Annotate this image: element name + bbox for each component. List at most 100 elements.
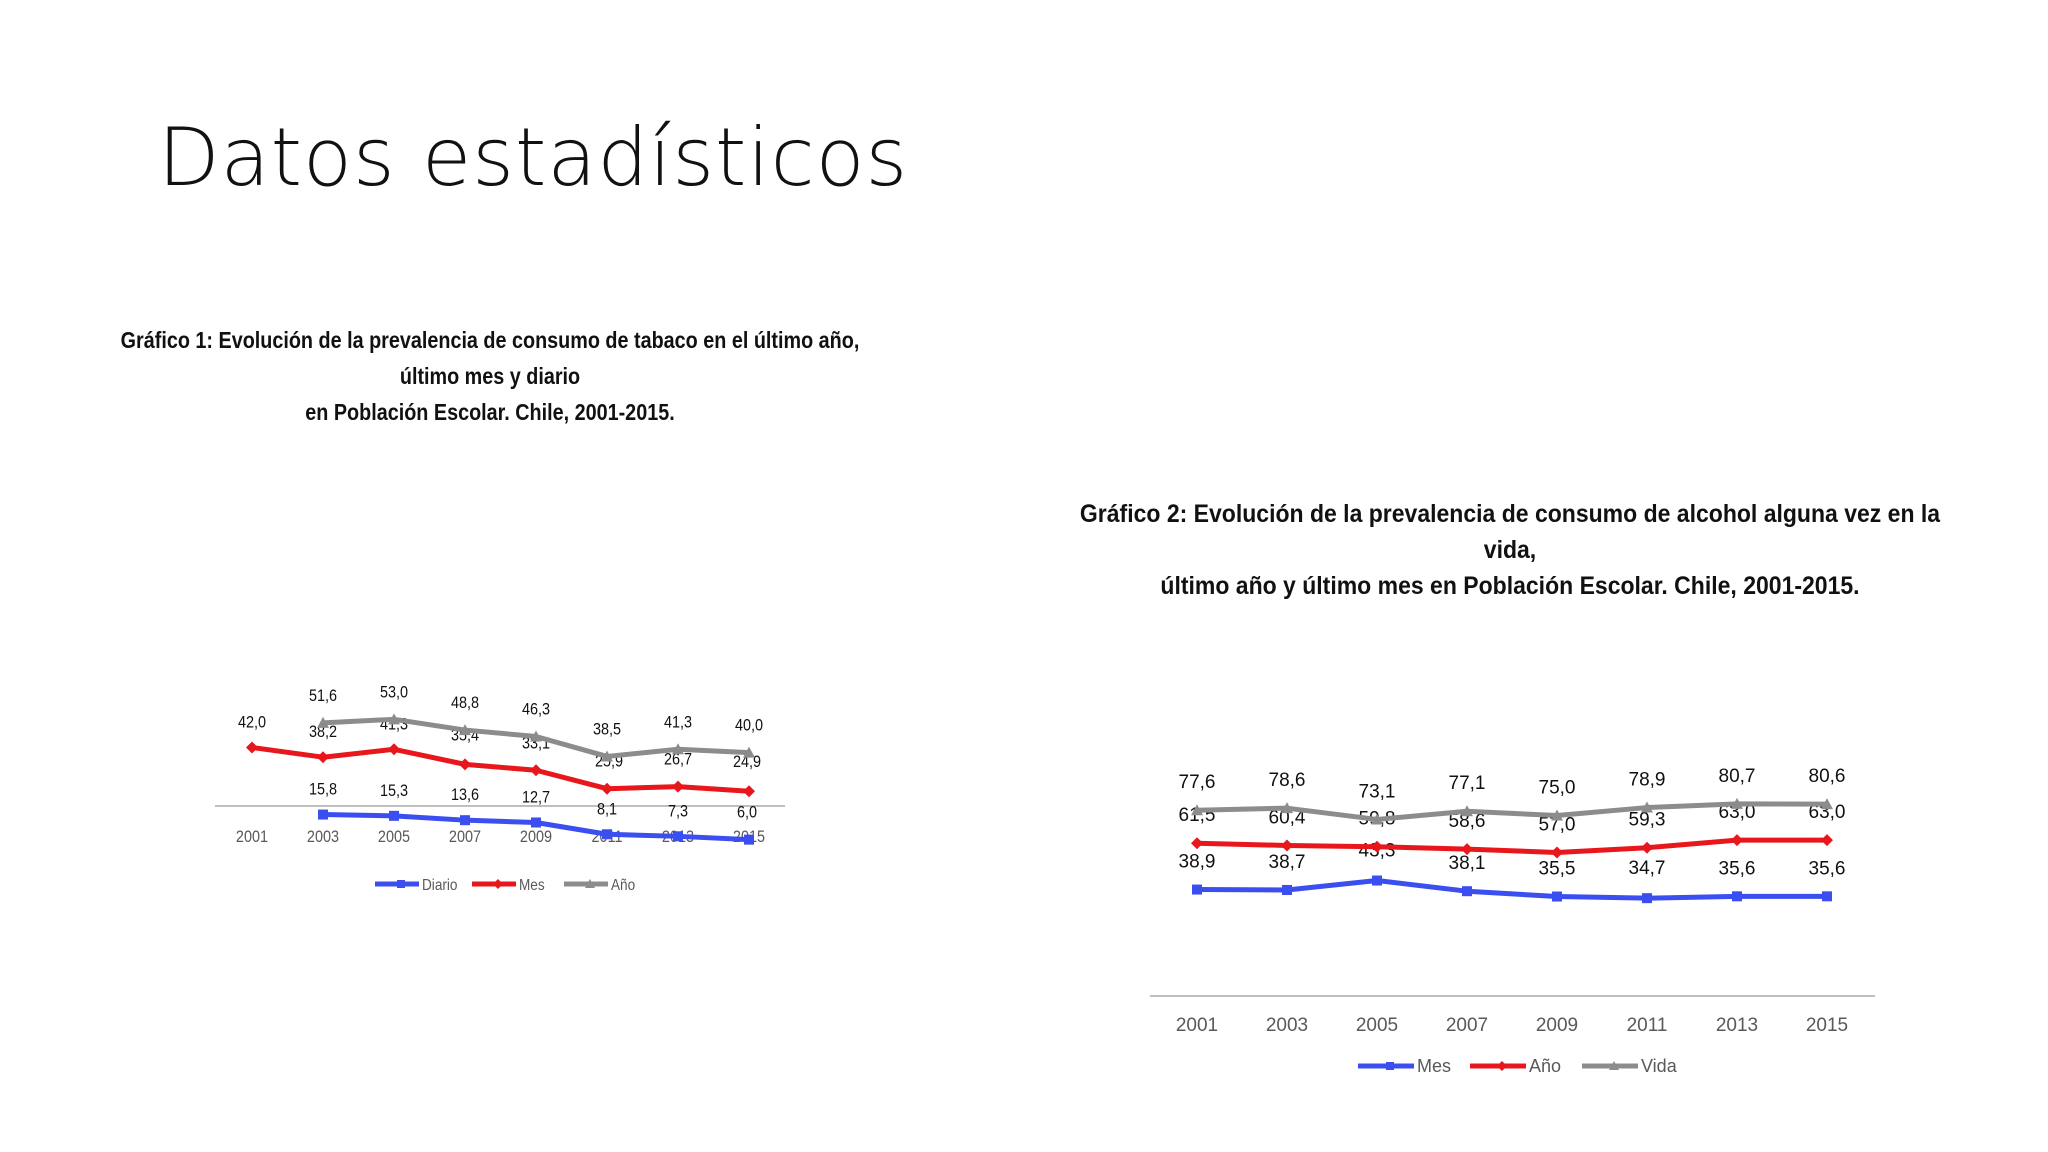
chart-2-series-line xyxy=(1194,801,1830,822)
chart-1-data-label: 53,0 xyxy=(380,683,408,701)
chart-1-data-point xyxy=(317,751,329,764)
chart-1-legend-marker xyxy=(493,879,503,889)
chart-1-data-point xyxy=(459,758,471,771)
chart-1-data-label: 38,2 xyxy=(309,723,337,741)
chart-1-data-label: 46,3 xyxy=(522,700,550,718)
chart-2-series-vida: 77,6 78,6 73,1 77,1 75,0 78,9 80,7 80,6 xyxy=(1179,766,1846,825)
chart-2-x-tick-label: 2005 xyxy=(1356,1015,1398,1036)
chart-2-data-point xyxy=(1462,886,1472,897)
chart-2-data-label: 75,0 xyxy=(1539,778,1576,799)
chart-2-data-point xyxy=(1371,840,1383,853)
chart-2-series-año: 61,560,459,858,657,059,363,063,0 xyxy=(1179,802,1846,859)
chart-2-data-label: 57,0 xyxy=(1539,814,1576,835)
chart-1-x-tick-label: 2001 xyxy=(236,828,268,846)
chart-1-data-point xyxy=(460,815,470,826)
chart-1-x-tick-label: 2007 xyxy=(449,828,481,846)
chart-2-data-label: 77,1 xyxy=(1449,773,1486,794)
chart-2-legend-marker xyxy=(1497,1061,1507,1071)
chart-2-legend-marker xyxy=(1609,1061,1619,1070)
chart-1-legend-label: Diario xyxy=(422,877,457,894)
chart-1-legend-marker xyxy=(397,880,405,888)
chart-1-data-point xyxy=(246,741,258,754)
chart-2-data-label: 59,3 xyxy=(1629,810,1666,831)
chart-1-data-point xyxy=(530,764,542,777)
chart-2-legend-label: Vida xyxy=(1641,1056,1678,1076)
chart-2-data-point xyxy=(1461,843,1473,856)
chart-1-legend: Diario Mes Año xyxy=(375,877,635,894)
chart-2-data-point xyxy=(1461,805,1473,817)
chart-2-data-label: 63,0 xyxy=(1809,802,1846,823)
chart-1-data-label: 15,3 xyxy=(380,782,408,800)
chart-2-title-line-2: último año y último mes en Población Esc… xyxy=(1160,572,1860,600)
chart-2-data-label: 78,9 xyxy=(1629,770,1666,791)
chart-2-legend-label: Año xyxy=(1529,1056,1561,1076)
chart-2-data-point xyxy=(1821,798,1833,810)
chart-2-x-tick-label: 2007 xyxy=(1446,1015,1488,1036)
chart-1-data-label: 48,8 xyxy=(451,694,479,712)
chart-2-data-label: 73,1 xyxy=(1359,781,1396,802)
chart-2-data-point xyxy=(1641,841,1653,854)
chart-1-legend-label: Mes xyxy=(519,877,545,894)
chart-1-data-point xyxy=(459,724,471,736)
chart-2-title: Gráfico 2: Evolución de la prevalencia d… xyxy=(1059,496,1961,604)
chart-2-data-point xyxy=(1551,846,1563,859)
chart-2-data-label: 80,6 xyxy=(1809,766,1846,787)
chart-2-legend: Mes Año Vida xyxy=(1358,1056,1678,1076)
chart-2-x-tick-label: 2001 xyxy=(1176,1015,1218,1036)
chart-1-series-mes: 42,038,2 41,335,4 33,125,9 26,7 24,9 xyxy=(238,713,761,798)
chart-2-data-label: 35,6 xyxy=(1809,858,1846,879)
chart-2-data-label: 80,7 xyxy=(1719,766,1756,787)
chart-2-data-point xyxy=(1552,891,1562,902)
chart-1-data-label: 41,3 xyxy=(664,713,692,731)
chart-1-data-point xyxy=(743,785,755,798)
chart-2-legend-marker xyxy=(1386,1062,1394,1070)
chart-1-data-point xyxy=(388,743,400,756)
chart-2-data-point xyxy=(1372,875,1382,886)
chart-1-data-point xyxy=(743,746,755,758)
chart-2-x-tick-label: 2013 xyxy=(1716,1015,1758,1036)
chart-1-data-label: 42,0 xyxy=(238,713,266,731)
chart-1-data-point xyxy=(673,831,683,842)
chart-1-data-point xyxy=(531,817,541,828)
slide-title: Datos estadísticos xyxy=(158,111,909,204)
chart-1-data-point xyxy=(601,782,613,795)
chart-1-data-point xyxy=(317,716,329,728)
chart-1-data-label: 8,1 xyxy=(597,800,617,818)
chart-2-data-label: 58,6 xyxy=(1449,811,1486,832)
chart-2-series-line xyxy=(1194,878,1830,901)
chart-2-data-point xyxy=(1641,801,1653,813)
chart-1-data-label: 51,6 xyxy=(309,687,337,705)
chart-2-data-point xyxy=(1192,884,1202,895)
chart-1-data-label: 15,8 xyxy=(309,781,337,799)
chart-2-data-point xyxy=(1642,893,1652,904)
chart-2-data-label: 34,7 xyxy=(1629,858,1666,879)
chart-2-data-point xyxy=(1822,891,1832,902)
chart-2-data-label: 35,6 xyxy=(1719,858,1756,879)
chart-2-x-tick-label: 2009 xyxy=(1536,1015,1578,1036)
chart-2-data-label: 38,9 xyxy=(1179,852,1216,873)
chart-1-data-label: 26,7 xyxy=(664,751,692,769)
chart-1-data-label: 24,9 xyxy=(733,753,761,771)
chart-2-data-point xyxy=(1282,884,1292,895)
chart-1-x-tick-label: 2003 xyxy=(307,828,339,846)
chart-1-data-point xyxy=(602,829,612,840)
chart-1-title-line-2: en Población Escolar. Chile, 2001-2015. xyxy=(305,399,675,425)
chart-1-data-point xyxy=(672,780,684,793)
chart-2-data-point xyxy=(1731,797,1743,809)
chart-2-series-line xyxy=(1194,837,1830,855)
chart-2: 2001 2003 2005 2007 2009 2011 2013 2015 38,9 38,7… xyxy=(1150,766,1875,1076)
chart-1-data-label: 6,0 xyxy=(737,804,757,822)
chart-2-data-point xyxy=(1732,891,1742,902)
chart-1-series-año: 51,6 53,0 48,8 46,3 38,5 41,3 40,0 xyxy=(309,683,763,762)
chart-2-data-point xyxy=(1551,809,1563,821)
chart-1-legend-label: Año xyxy=(611,877,635,894)
chart-2-data-label: 78,6 xyxy=(1269,770,1306,791)
chart-1-series-diario: 15,8 15,3 13,6 12,7 8,1 7,3 6,0 xyxy=(309,781,757,845)
chart-2-x-tick-label: 2011 xyxy=(1627,1015,1668,1036)
chart-1-data-label: 40,0 xyxy=(735,717,763,735)
chart-1-title-line-1: Gráfico 1: Evolución de la prevalencia d… xyxy=(120,327,860,389)
chart-2-title-line-1: Gráfico 2: Evolución de la prevalencia d… xyxy=(1079,500,1941,564)
chart-2-data-point xyxy=(1731,834,1743,847)
chart-2-data-label: 38,7 xyxy=(1269,852,1306,873)
